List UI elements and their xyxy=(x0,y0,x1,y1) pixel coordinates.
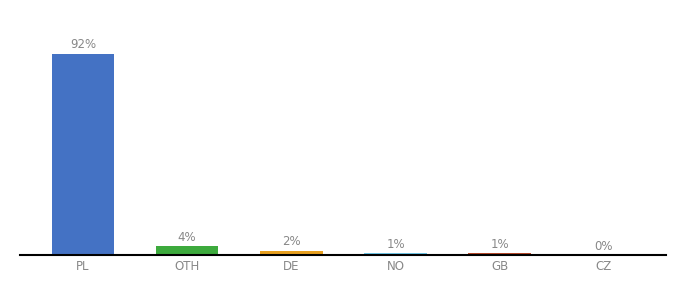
Text: 1%: 1% xyxy=(490,238,509,250)
Text: 2%: 2% xyxy=(282,236,301,248)
Text: 1%: 1% xyxy=(386,238,405,250)
Text: 0%: 0% xyxy=(594,240,613,253)
Bar xyxy=(156,246,218,255)
Text: 4%: 4% xyxy=(177,231,197,244)
Bar xyxy=(469,253,531,255)
Text: 92%: 92% xyxy=(70,38,96,51)
Bar xyxy=(52,53,114,255)
Bar xyxy=(364,253,427,255)
Bar xyxy=(260,250,322,255)
